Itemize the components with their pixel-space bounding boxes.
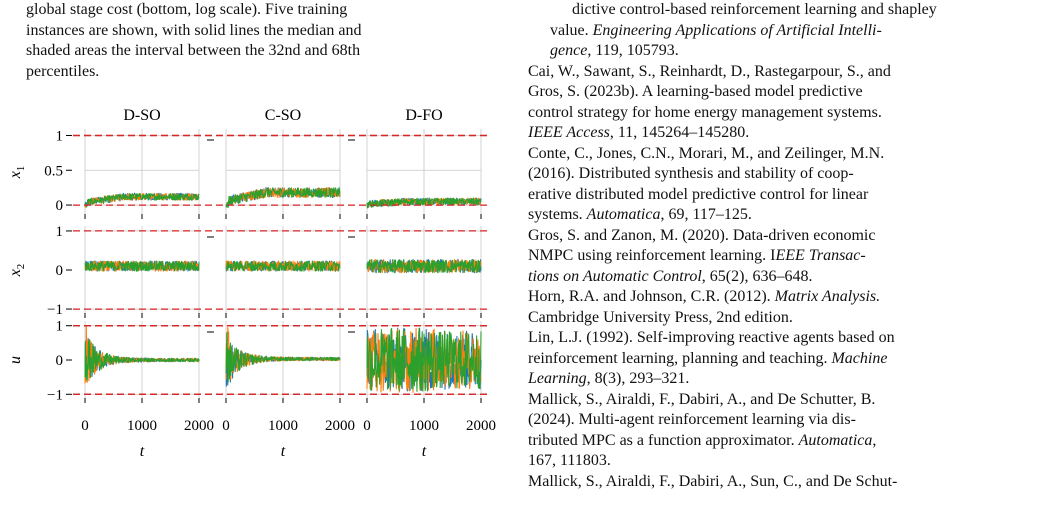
caption-line: shaded areas the interval between the 32…: [26, 42, 361, 59]
figure-panel: D-SO C-SO D-FO 1 0.5 0 x1 1 0 −1 x2 1 0 −1 u 0 1000 2000 t…: [7, 107, 496, 460]
reference-line: Cai, W., Sawant, S., Reinhardt, D., Rast…: [528, 62, 891, 80]
x-tick-label: 2000: [184, 418, 214, 434]
x-axis-label: t: [281, 443, 286, 460]
x-tick-label: 2000: [325, 418, 355, 434]
reference-line: Gros, S. and Zanon, M. (2020). Data-driv…: [528, 226, 876, 244]
figure-caption: global stage cost (bottom, log scale). F…: [26, 0, 498, 82]
reference-line: Horn, R.A. and Johnson, C.R. (2012). Mat…: [528, 288, 881, 305]
reference-line: erative distributed model predictive con…: [528, 185, 869, 203]
caption-line: instances are shown, with solid lines th…: [26, 21, 362, 39]
series-line: [225, 332, 341, 383]
y-tick-label: 0: [56, 353, 64, 369]
reference-line: 167, 111803.: [528, 452, 611, 469]
column-title: C-SO: [265, 107, 301, 124]
y-axis-label: u: [7, 356, 24, 364]
reference-entry: Cai, W., Sawant, S., Reinhardt, D., Rast…: [528, 62, 1018, 144]
y-tick-label: 1: [56, 224, 64, 240]
series-line: [366, 197, 482, 209]
y-axis-label: x1: [7, 166, 27, 180]
x-axis-label: t: [422, 443, 427, 460]
reference-entry: Conte, C., Jones, C.N., Morari, M., and …: [528, 144, 1018, 226]
references-list: dictive control-based reinforcement lear…: [528, 0, 1018, 492]
series-line: [225, 260, 341, 272]
series-line: [366, 258, 482, 274]
reference-entry: Gros, S. and Zanon, M. (2020). Data-driv…: [528, 226, 1018, 288]
x-tick-label: 0: [363, 418, 371, 434]
reference-line: Learning, 8(3), 293–321.: [528, 370, 690, 387]
series-line: [84, 260, 200, 272]
reference-line: reinforcement learning, planning and tea…: [528, 349, 888, 367]
reference-line: gence, 119, 105793.: [550, 42, 679, 59]
series-line: [225, 187, 341, 208]
y-tick-label: −1: [47, 387, 63, 403]
reference-entry: Mallick, S., Airaldi, F., Dabiri, A., Su…: [528, 472, 1018, 493]
column-title: D-SO: [123, 107, 160, 124]
reference-line: control strategy for home energy managem…: [528, 103, 882, 121]
reference-line: (2024). Multi-agent reinforcement learni…: [528, 411, 856, 428]
reference-line: Lin, L.J. (1992). Self-improving reactiv…: [528, 329, 895, 346]
caption-line: percentiles.: [26, 62, 100, 80]
reference-line: value. Engineering Applications of Artif…: [550, 21, 882, 39]
y-tick-label: 1: [56, 128, 64, 144]
y-tick-label: 1: [56, 319, 64, 335]
x-tick-label: 0: [222, 418, 230, 434]
x-axis-label: t: [140, 443, 145, 460]
series-line: [84, 339, 200, 381]
reference-line: Mallick, S., Airaldi, F., Dabiri, A., an…: [528, 390, 876, 408]
x-tick-label: 1000: [268, 418, 298, 434]
series-line: [366, 327, 482, 392]
x-tick-label: 0: [81, 418, 89, 434]
reference-line: systems. Automatica, 69, 117–125.: [528, 206, 752, 223]
reference-line: Mallick, S., Airaldi, F., Dabiri, A., Su…: [528, 472, 898, 490]
reference-entry: dictive control-based reinforcement lear…: [528, 0, 1018, 62]
caption-line: global stage cost (bottom, log scale). F…: [26, 1, 348, 18]
x-tick-label: 2000: [466, 418, 496, 434]
x-tick-label: 1000: [409, 418, 439, 434]
x-tick-label: 1000: [127, 418, 157, 434]
reference-entry: Horn, R.A. and Johnson, C.R. (2012). Mat…: [528, 287, 1018, 328]
reference-line: Cambridge University Press, 2nd edition.: [528, 308, 793, 326]
y-tick-label: −1: [47, 302, 63, 318]
reference-line: NMPC using reinforcement learning. IEEE …: [528, 247, 866, 264]
reference-entry: Mallick, S., Airaldi, F., Dabiri, A., an…: [528, 390, 1018, 472]
y-axis-label: x2: [7, 264, 27, 278]
reference-line: Conte, C., Jones, C.N., Morari, M., and …: [528, 144, 885, 162]
reference-line: tions on Automatic Control, 65(2), 636–6…: [528, 267, 813, 285]
y-tick-label: 0: [56, 198, 64, 214]
series-line: [84, 192, 200, 208]
y-tick-label: 0: [56, 263, 64, 279]
reference-line: (2016). Distributed synthesis and stabil…: [528, 165, 854, 182]
column-title: D-FO: [405, 107, 442, 124]
reference-line: IEEE Access, 11, 145264–145280.: [528, 124, 750, 141]
reference-line: Gros, S. (2023b). A learning-based model…: [528, 83, 863, 100]
reference-entry: Lin, L.J. (1992). Self-improving reactiv…: [528, 328, 1018, 390]
y-tick-label: 0.5: [44, 163, 63, 179]
reference-line: dictive control-based reinforcement lear…: [572, 1, 937, 18]
reference-line: tributed MPC as a function approximator.…: [528, 431, 877, 449]
